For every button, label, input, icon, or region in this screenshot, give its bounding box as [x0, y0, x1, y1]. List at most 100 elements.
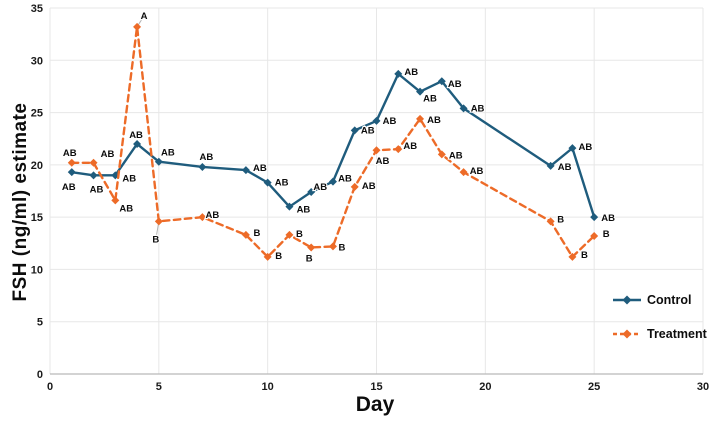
y-axis-title: FSH (ng/ml) estimate	[10, 102, 31, 302]
data-point-treatment-day-19	[459, 168, 468, 177]
data-point-treatment-day-2	[89, 158, 98, 167]
data-point-treatment-day-9	[241, 230, 250, 239]
significance-label-control-day-2: AB	[90, 184, 104, 195]
x-tick-label: 25	[588, 381, 600, 393]
data-point-control-day-17	[416, 87, 425, 96]
data-point-treatment-day-3	[111, 196, 120, 205]
significance-label-treatment-day-16: AB	[403, 141, 417, 152]
data-point-treatment-day-15	[372, 146, 381, 155]
y-tick-label: 15	[31, 212, 43, 224]
data-point-control-day-24	[568, 144, 577, 153]
significance-label-control-day-25: AB	[601, 213, 615, 224]
significance-label-control-day-16: AB	[404, 67, 418, 78]
y-tick-label: 35	[31, 3, 43, 15]
significance-label-treatment-day-12: B	[306, 253, 313, 264]
significance-label-control-day-12: AB	[313, 182, 327, 193]
data-point-control-day-13	[328, 177, 337, 186]
data-point-treatment-day-25	[590, 231, 599, 240]
data-point-control-day-11	[285, 202, 294, 211]
significance-label-control-day-24: AB	[579, 142, 593, 153]
significance-label-treatment-day-14: AB	[362, 181, 376, 192]
x-tick-label: 10	[262, 381, 274, 393]
legend-label-treatment: Treatment	[647, 327, 707, 341]
significance-label-control-day-9: AB	[253, 163, 267, 174]
x-tick-label: 5	[156, 381, 162, 393]
data-point-control-day-23	[546, 161, 555, 170]
data-point-control-day-18	[437, 77, 446, 86]
significance-label-treatment-day-19: AB	[470, 166, 484, 177]
data-point-control-day-16	[394, 69, 403, 78]
significance-label-control-day-10: AB	[275, 178, 289, 189]
data-point-treatment-day-10	[263, 252, 272, 261]
significance-label-treatment-day-18: AB	[449, 150, 463, 161]
legend-item-control: Control	[612, 293, 707, 307]
data-point-control-day-12	[307, 188, 316, 197]
significance-label-control-day-4: AB	[129, 130, 143, 141]
data-point-treatment-day-18	[437, 150, 446, 159]
control-line-swatch-icon	[613, 295, 641, 305]
data-point-treatment-day-4	[133, 22, 142, 31]
significance-label-treatment-day-15: AB	[376, 156, 390, 167]
data-point-control-day-4	[133, 139, 142, 148]
x-tick-label: 20	[479, 381, 491, 393]
series-line-control	[70, 72, 596, 219]
legend: Control Treatment	[612, 293, 707, 341]
significance-label-control-day-7: AB	[199, 152, 213, 163]
significance-label-control-day-19: AB	[471, 103, 485, 114]
treatment-line-swatch-icon	[613, 329, 641, 339]
significance-label-treatment-day-3: AB	[119, 203, 133, 214]
x-tick-label: 0	[47, 381, 53, 393]
significance-label-control-day-13: AB	[338, 174, 352, 185]
data-point-treatment-day-11	[285, 230, 294, 239]
significance-label-treatment-day-10: B	[275, 251, 282, 262]
significance-label-control-day-1: AB	[62, 182, 76, 193]
data-point-treatment-day-14	[350, 182, 359, 191]
significance-label-treatment-day-23: B	[557, 214, 564, 225]
y-tick-label: 5	[37, 317, 43, 329]
significance-label-treatment-day-4: A	[141, 11, 148, 22]
data-point-control-day-19	[459, 104, 468, 113]
legend-item-treatment: Treatment	[612, 327, 707, 341]
significance-label-control-day-15: AB	[383, 116, 397, 127]
significance-label-control-day-3: AB	[122, 173, 136, 184]
data-point-control-day-9	[241, 166, 250, 175]
data-point-treatment-day-7	[198, 213, 207, 222]
significance-label-treatment-day-5: B	[152, 234, 159, 245]
data-point-control-day-15	[372, 116, 381, 125]
data-point-treatment-day-5	[154, 217, 163, 226]
data-point-treatment-day-16	[394, 145, 403, 154]
significance-label-control-day-14: AB	[361, 125, 375, 136]
y-tick-label: 25	[31, 108, 43, 120]
series-line-treatment	[70, 25, 596, 259]
x-tick-label: 15	[370, 381, 382, 393]
y-tick-label: 30	[31, 55, 43, 67]
significance-label-control-day-18: AB	[448, 79, 462, 90]
significance-label-treatment-day-9: B	[253, 228, 260, 239]
data-point-control-day-2	[89, 171, 98, 180]
data-point-control-day-10	[263, 178, 272, 187]
y-tick-label: 20	[31, 160, 43, 172]
significance-label-control-day-17: AB	[423, 94, 437, 105]
data-point-treatment-day-12	[307, 243, 316, 252]
significance-label-treatment-day-2: AB	[101, 149, 115, 160]
significance-label-treatment-day-11: B	[296, 229, 303, 240]
data-point-control-day-1	[67, 168, 76, 177]
significance-label-control-day-11: AB	[297, 205, 311, 216]
data-point-treatment-day-23	[546, 217, 555, 226]
significance-label-treatment-day-25: B	[603, 229, 610, 240]
significance-label-treatment-day-13: B	[339, 242, 346, 253]
significance-label-treatment-day-1: AB	[63, 148, 77, 159]
data-point-control-day-5	[154, 157, 163, 166]
significance-label-treatment-day-17: AB	[427, 115, 441, 126]
data-point-treatment-day-1	[67, 158, 76, 167]
y-tick-label: 10	[31, 264, 43, 276]
x-tick-label: 30	[697, 381, 709, 393]
data-point-control-day-14	[350, 126, 359, 135]
data-point-treatment-day-17	[416, 114, 425, 123]
data-point-treatment-day-13	[328, 242, 337, 251]
significance-label-treatment-day-24: B	[581, 250, 588, 261]
legend-label-control: Control	[647, 293, 692, 307]
x-axis-title: Day	[355, 393, 395, 416]
